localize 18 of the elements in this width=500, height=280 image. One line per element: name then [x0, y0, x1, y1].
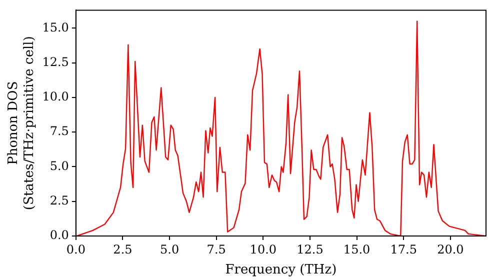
x-tick-label: 20.0 [437, 242, 464, 256]
x-tick-label: 15.0 [343, 242, 370, 256]
y-tick-label: 7.5 [50, 124, 69, 138]
y-tick-label: 10.0 [42, 90, 69, 104]
y-tick-label: 15.0 [42, 20, 69, 34]
y-tick-label: 5.0 [50, 158, 69, 173]
y-axis-title: Phonon DOS (States/THz·primitive cell) [6, 36, 37, 210]
x-tick-label: 0.0 [66, 242, 86, 256]
x-tick-label: 17.5 [390, 242, 417, 256]
x-tick-label: 2.5 [113, 242, 132, 256]
x-tick-label: 10.0 [250, 242, 277, 256]
x-tick-label: 7.5 [206, 242, 226, 256]
y-tick-label: 2.5 [50, 193, 69, 208]
x-tick-label: 12.5 [296, 242, 324, 256]
x-axis-title: Frequency (THz) [225, 262, 337, 278]
y-tick-label: 0.0 [50, 228, 69, 242]
x-tick-label: 5.0 [160, 242, 180, 256]
y-tick-label: 12.5 [42, 54, 69, 69]
